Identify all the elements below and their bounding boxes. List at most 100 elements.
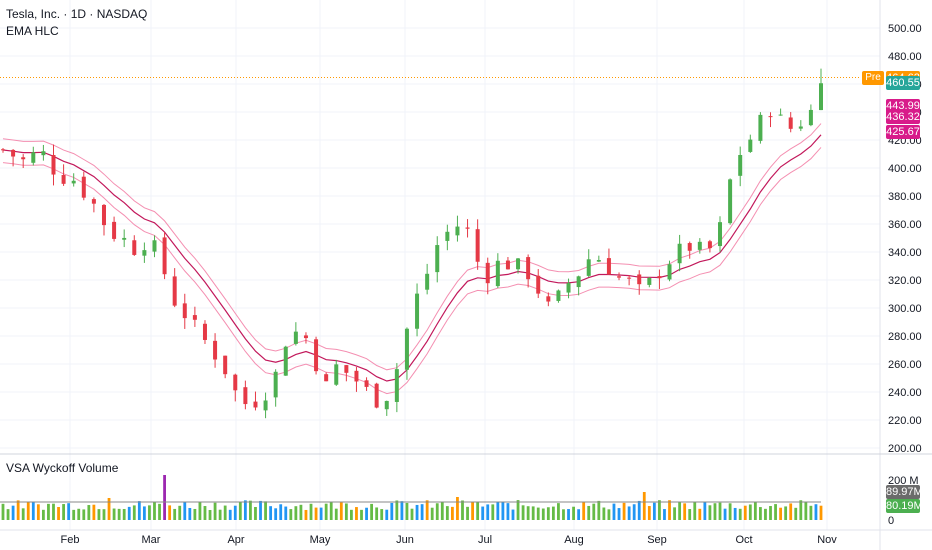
candle-body	[51, 155, 56, 175]
volume-bar	[67, 503, 71, 520]
volume-bar	[188, 507, 192, 520]
volume-bar	[6, 509, 10, 520]
volume-bar	[148, 505, 151, 520]
volume-bar	[87, 505, 91, 520]
candle-body	[586, 259, 591, 276]
volume-bar	[279, 504, 283, 520]
y-tick-label: 340.00	[888, 247, 922, 259]
candle-body	[354, 370, 359, 382]
volume-bar	[718, 502, 722, 520]
candle-body	[31, 152, 36, 163]
volume-bar	[501, 501, 505, 520]
candle-body	[112, 221, 117, 239]
volume-bar	[804, 501, 808, 520]
volume-bar	[557, 503, 560, 520]
pre-market-tag: Pre	[862, 70, 884, 85]
volume-bar	[193, 508, 197, 520]
candle-body	[455, 226, 460, 236]
candle-body	[647, 277, 652, 285]
candle-body	[425, 273, 430, 290]
grid-lines	[0, 0, 880, 530]
volume-bar	[728, 503, 732, 520]
candle-body	[758, 114, 763, 141]
volume-bar	[158, 503, 161, 520]
candle-body	[81, 176, 86, 198]
volume-bar	[708, 505, 712, 520]
volume-bar	[355, 507, 358, 520]
y-tick-label: 320.00	[888, 275, 922, 287]
volume-bar	[420, 504, 424, 520]
indicator-legend-volume[interactable]: VSA Wyckoff Volume	[6, 461, 119, 475]
candle-body	[697, 241, 702, 250]
volume-bar	[466, 506, 469, 520]
candle-body	[768, 116, 773, 118]
y-tick-label: 240.00	[888, 387, 922, 399]
volume-bar	[743, 505, 747, 520]
candle-body	[374, 383, 379, 408]
indicator-legend-ema-hlc[interactable]: EMA HLC	[6, 24, 59, 38]
volume-bar	[319, 507, 323, 520]
volume-bar	[1, 503, 5, 520]
candle-body	[263, 400, 268, 411]
volume-bar	[622, 502, 626, 520]
candle-body	[465, 227, 470, 229]
ema-low-line	[2, 147, 822, 395]
x-tick-label: Nov	[817, 534, 837, 546]
volume-bar	[652, 502, 656, 520]
volume-bar	[380, 509, 384, 520]
candle-body	[788, 117, 793, 129]
volume-bar	[506, 503, 510, 520]
y-tick-label: 500.00	[888, 23, 922, 35]
volume-bar	[587, 505, 591, 520]
volume-bar	[137, 501, 141, 520]
ema-high-badge: 443.99	[886, 99, 920, 114]
candle-body	[677, 243, 682, 264]
volume-bar	[627, 506, 631, 520]
volume-bar	[259, 500, 262, 520]
candle-body	[566, 283, 571, 293]
volume-bar	[546, 507, 550, 520]
volume-bar	[572, 506, 575, 520]
candle-body	[819, 83, 823, 111]
volume-bar	[47, 503, 50, 520]
volume-bar	[526, 506, 530, 520]
y-tick-label: 260.00	[888, 359, 922, 371]
volume-bar	[294, 506, 298, 520]
volume-bar	[819, 505, 823, 520]
candlestick-series	[1, 68, 823, 419]
candle-body	[546, 296, 551, 302]
volume-bar	[52, 503, 55, 520]
time-axis[interactable]: Feb Mar Apr May Jun Jul Aug Sep Oct Nov	[61, 534, 838, 546]
candle-body	[283, 346, 288, 376]
volume-bar	[450, 506, 454, 520]
candle-body	[1, 149, 5, 151]
y-tick-label: 300.00	[888, 303, 922, 315]
candle-body	[606, 258, 611, 275]
volume-bar	[491, 504, 495, 520]
x-tick-label: Feb	[61, 534, 80, 546]
volume-last-badge: 80.19M	[886, 499, 923, 513]
volume-bar	[299, 504, 303, 520]
volume-bar	[178, 505, 182, 520]
volume-bar	[658, 500, 661, 520]
candle-body	[152, 240, 157, 252]
y-tick-label: 280.00	[888, 331, 922, 343]
ema-low-badge: 425.67	[886, 125, 920, 140]
symbol-legend[interactable]: Tesla, Inc. · 1D · NASDAQ	[6, 7, 148, 21]
y-tick-label: 360.00	[888, 219, 922, 231]
volume-bar	[243, 500, 247, 520]
volume-bar	[617, 508, 621, 520]
volume-bar	[223, 505, 227, 520]
volume-bar	[693, 502, 697, 520]
candle-body	[324, 374, 329, 382]
volume-bar	[36, 504, 40, 520]
candle-body	[61, 175, 66, 184]
volume-bar	[238, 502, 242, 520]
volume-bar	[228, 509, 232, 520]
volume-bar	[678, 502, 682, 520]
volume-bar	[511, 509, 515, 520]
candle-body	[364, 380, 369, 387]
candle-body	[172, 276, 177, 306]
volume-bar	[541, 508, 545, 520]
